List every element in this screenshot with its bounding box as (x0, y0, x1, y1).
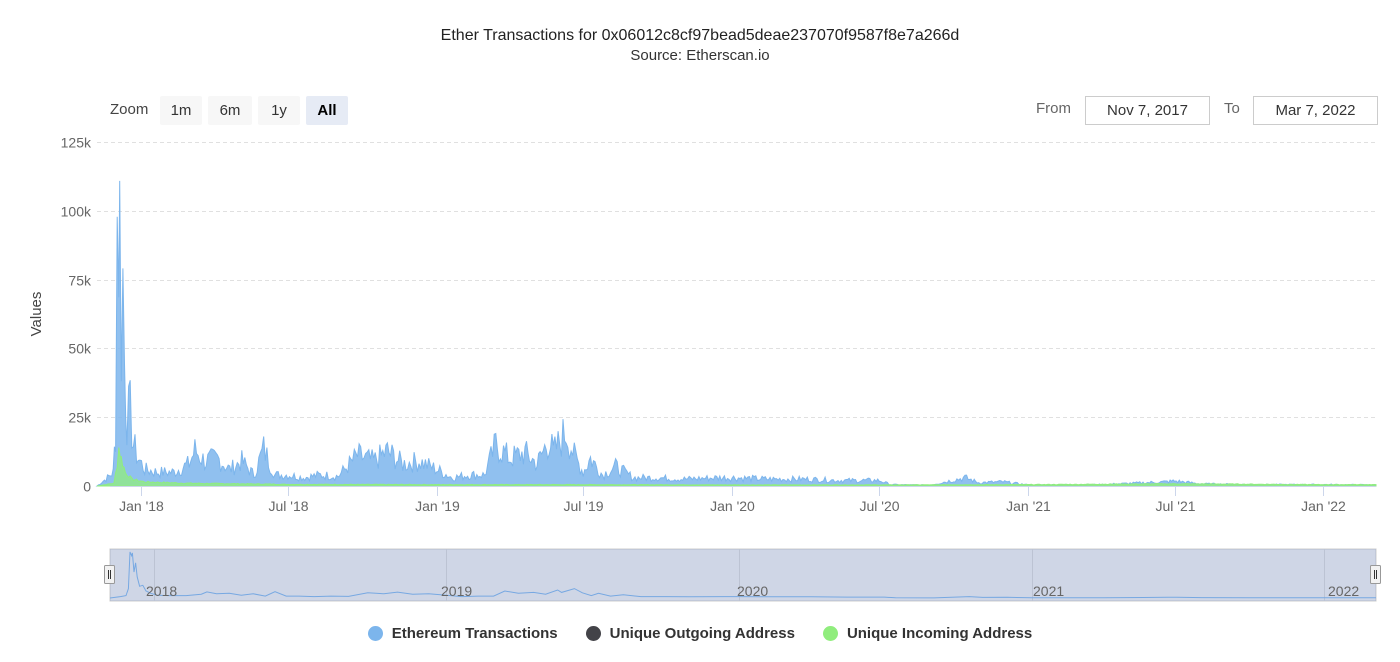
navigator-label-2021: 2021 (1033, 583, 1064, 599)
to-label: To (1224, 100, 1240, 117)
legend-label: Unique Outgoing Address (609, 624, 795, 642)
navigator-label-2022: 2022 (1328, 583, 1359, 599)
x-tick-label: Jan '22 (1301, 498, 1346, 514)
legend-item-ethereum-transactions[interactable]: Ethereum Transactions (367, 624, 558, 642)
y-tick-label: 100k (61, 204, 92, 220)
zoom-label: Zoom (110, 101, 149, 118)
x-tick-label: Jan '21 (1006, 498, 1051, 514)
plot-area (95, 180, 1377, 487)
zoom-1y-button[interactable]: 1y (258, 96, 300, 125)
series-area-ethereum-transactions[interactable] (95, 180, 1377, 487)
y-tick-label: 75k (68, 273, 92, 289)
legend-marker-ethereum-transactions (367, 625, 383, 641)
zoom-6m-button[interactable]: 6m (208, 96, 252, 125)
axes: 0 25k 50k 75k 100k 125k Jan '18 Jul '18 Jan '19 J… (61, 135, 1376, 514)
navigator-background (109, 548, 1377, 602)
x-tick-label: Jul '20 (859, 498, 899, 514)
x-tick-label: Jan '20 (710, 498, 755, 514)
y-axis-title: Values (28, 292, 45, 337)
navigator-mask[interactable] (110, 549, 1376, 601)
y-tick-label: 125k (61, 135, 92, 151)
x-tick-label: Jan '19 (415, 498, 460, 514)
from-label: From (1036, 100, 1071, 117)
navigator-handle-right[interactable] (1370, 565, 1381, 584)
navigator-series (109, 551, 1376, 599)
navigator-grid (154, 549, 1325, 601)
legend-marker-unique-incoming-address (822, 625, 838, 641)
navigator-label-2019: 2019 (441, 583, 472, 599)
from-date-input[interactable]: Nov 7, 2017 (1085, 96, 1210, 125)
navigator-label-2020: 2020 (737, 583, 768, 599)
zoom-all-button[interactable]: All (306, 96, 348, 125)
series-area-unique-incoming-address[interactable] (96, 447, 1377, 487)
chart-subtitle: Source: Etherscan.io (630, 47, 770, 64)
chart-title: Ether Transactions for 0x06012c8cf97bead… (440, 27, 960, 44)
zoom-1m-button[interactable]: 1m (160, 96, 202, 125)
to-date-input[interactable]: Mar 7, 2022 (1253, 96, 1378, 125)
legend-marker-unique-outgoing-address (585, 625, 601, 641)
legend-item-unique-incoming-address[interactable]: Unique Incoming Address (822, 624, 1033, 642)
navigator-label-2018: 2018 (146, 583, 177, 599)
legend-label: Ethereum Transactions (391, 624, 558, 642)
navigator[interactable]: 2018 2019 2020 2021 2022 (104, 548, 1381, 602)
legend-label: Unique Incoming Address (846, 624, 1033, 642)
legend: Ethereum Transactions Unique Outgoing Ad… (0, 621, 1400, 645)
y-tick-label: 50k (68, 341, 92, 357)
navigator-handle-left[interactable] (104, 565, 115, 584)
grid-lines (97, 142, 1376, 418)
y-tick-label: 25k (68, 410, 92, 426)
y-tick-label: 0 (83, 479, 91, 495)
x-tick-label: Jul '19 (563, 498, 603, 514)
x-tick-label: Jan '18 (119, 498, 164, 514)
x-tick-label: Jul '21 (1155, 498, 1195, 514)
legend-item-unique-outgoing-address[interactable]: Unique Outgoing Address (585, 624, 795, 642)
x-tick-label: Jul '18 (268, 498, 308, 514)
